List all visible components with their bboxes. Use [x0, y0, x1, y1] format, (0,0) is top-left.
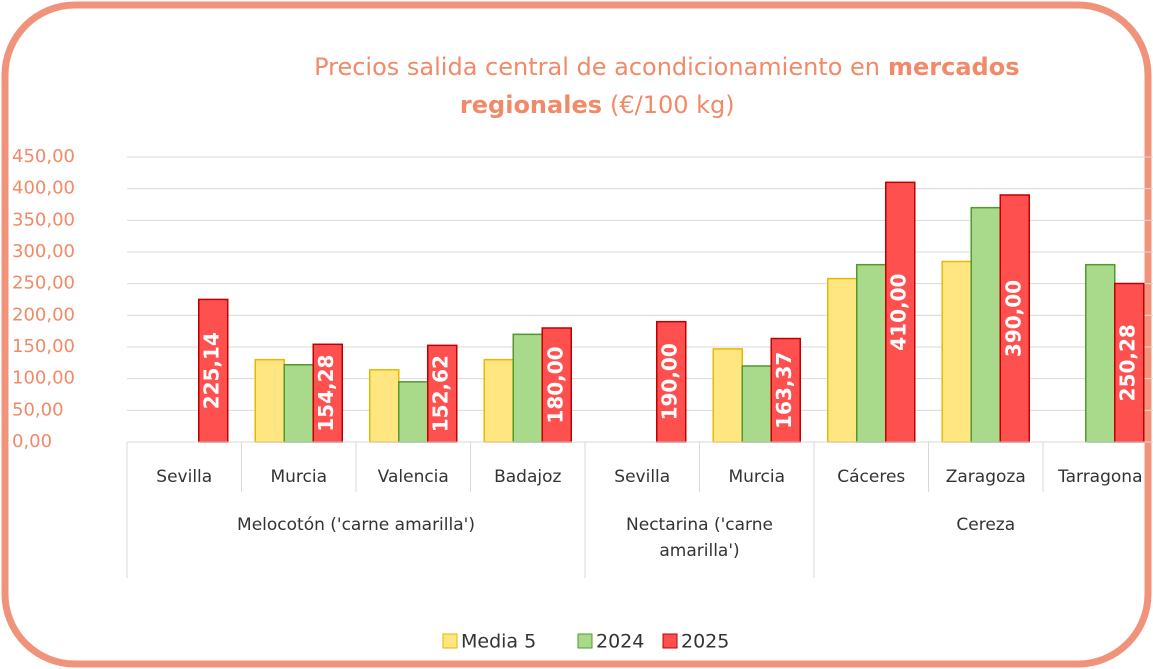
bar [941, 260, 972, 443]
data-label: 152,62 [429, 355, 453, 432]
y-tick-label: 250,00 [12, 273, 75, 294]
data-label: 390,00 [1001, 280, 1025, 357]
legend-swatch [662, 633, 678, 649]
bar [369, 369, 400, 443]
y-tick-label: 450,00 [12, 146, 75, 167]
data-label: 410,00 [887, 274, 911, 351]
bar [398, 381, 429, 443]
y-tick-label: 350,00 [12, 209, 75, 230]
x-tick-label: Sevilla [614, 467, 670, 487]
x-tick-label: Murcia [728, 467, 785, 487]
bar [512, 333, 543, 443]
y-tick-label: 150,00 [12, 336, 75, 357]
legend-swatch [577, 633, 593, 649]
y-tick-label: 300,00 [12, 241, 75, 262]
legend-label: 2025 [681, 631, 729, 653]
bar [254, 358, 285, 443]
chart-title: mercados [888, 53, 1020, 81]
group-label: Cereza [956, 515, 1016, 535]
legend-label: Media 5 [461, 631, 536, 653]
x-tick-label: Murcia [270, 467, 327, 487]
y-tick-label: 50,00 [12, 399, 64, 420]
bar [656, 320, 687, 443]
legend-swatch [442, 633, 458, 649]
chart-title: regionales [460, 91, 602, 119]
bar [541, 327, 572, 443]
chart-title: Precios salida central de acondicionamie… [314, 53, 880, 81]
group-label-box: Melocotón ('carne amarilla') [237, 515, 475, 535]
y-tick-label: 0,00 [12, 431, 52, 452]
legend-label: 2024 [596, 631, 644, 653]
group-label-box: Cereza [956, 515, 1016, 535]
data-label: 154,28 [314, 355, 338, 432]
y-tick-label: 400,00 [12, 178, 75, 199]
data-label: 180,00 [543, 346, 567, 423]
bar [712, 348, 743, 443]
x-tick-label: Zaragoza [946, 467, 1026, 487]
x-tick-label: Sevilla [156, 467, 212, 487]
bar [970, 206, 1001, 443]
data-label: 250,28 [1116, 324, 1140, 401]
chart-title: (€/100 kg) [610, 91, 735, 119]
data-label: 190,00 [658, 343, 682, 420]
y-tick-label: 200,00 [12, 304, 75, 325]
bar [1114, 282, 1145, 443]
x-tick-label: Valencia [378, 467, 449, 487]
y-tick-label: 100,00 [12, 368, 75, 389]
bar [770, 337, 801, 443]
bar [856, 263, 887, 443]
x-tick-label: Badajoz [494, 467, 561, 487]
group-label: Melocotón ('carne amarilla') [237, 515, 475, 535]
bar [741, 365, 772, 443]
bar [999, 194, 1030, 443]
data-label: 225,14 [200, 332, 224, 409]
data-label: 163,37 [772, 352, 796, 429]
bar [827, 277, 858, 443]
bar [283, 363, 314, 443]
x-tick-label: Cáceres [837, 467, 905, 487]
group-label: Nectarina ('carne amarilla') [626, 515, 773, 561]
bar [1085, 263, 1116, 443]
bar [483, 358, 514, 443]
group-label-box: Nectarina ('carne amarilla') [626, 515, 773, 561]
x-tick-label: Tarragona [1057, 467, 1142, 487]
